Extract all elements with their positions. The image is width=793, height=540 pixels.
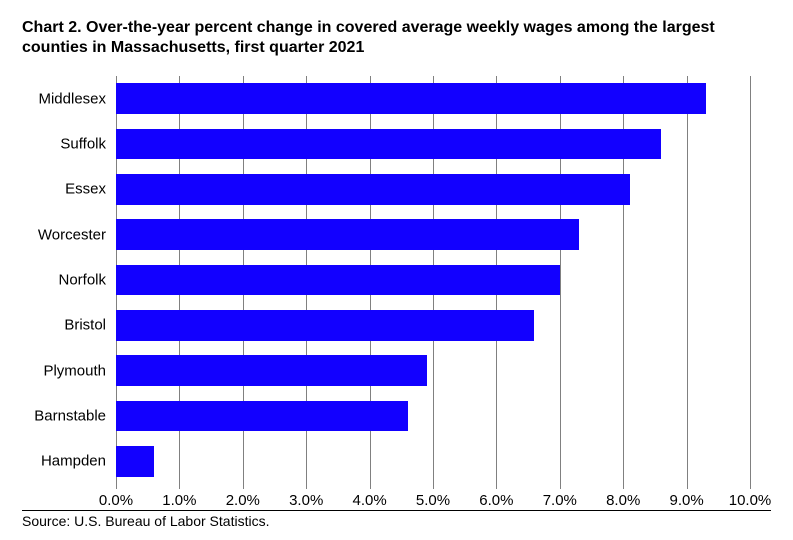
x-tick-mark (306, 484, 307, 489)
y-category-label: Plymouth (43, 362, 106, 379)
bar (116, 83, 706, 114)
top-border (22, 510, 771, 511)
x-tick-mark (433, 484, 434, 489)
x-tick-mark (687, 484, 688, 489)
x-tick-mark (179, 484, 180, 489)
x-tick-label: 2.0% (226, 492, 260, 509)
y-category-label: Worcester (38, 226, 106, 243)
x-tick-label: 8.0% (606, 492, 640, 509)
y-category-label: Barnstable (34, 408, 106, 425)
x-tick-label: 6.0% (479, 492, 513, 509)
bar (116, 401, 408, 432)
x-tick-mark (560, 484, 561, 489)
source-text: Source: U.S. Bureau of Labor Statistics. (22, 513, 269, 529)
x-tick-mark (116, 484, 117, 489)
bar (116, 265, 560, 296)
bar (116, 446, 154, 477)
bar (116, 355, 427, 386)
plot-area (116, 76, 750, 484)
chart-title: Chart 2. Over-the-year percent change in… (22, 18, 771, 58)
y-category-label: Essex (65, 181, 106, 198)
x-tick-label: 9.0% (669, 492, 703, 509)
y-category-label: Suffolk (60, 136, 106, 153)
x-tick-mark (750, 484, 751, 489)
y-category-label: Hampden (41, 453, 106, 470)
y-category-label: Bristol (64, 317, 106, 334)
x-tick-label: 10.0% (729, 492, 772, 509)
x-tick-label: 5.0% (416, 492, 450, 509)
bar (116, 219, 579, 250)
bar (116, 174, 630, 205)
bar (116, 310, 534, 341)
bar (116, 129, 661, 160)
gridline (687, 76, 688, 484)
x-tick-label: 4.0% (352, 492, 386, 509)
x-tick-label: 0.0% (99, 492, 133, 509)
x-tick-mark (370, 484, 371, 489)
x-tick-mark (496, 484, 497, 489)
y-category-label: Middlesex (38, 90, 106, 107)
x-tick-label: 7.0% (543, 492, 577, 509)
x-tick-mark (243, 484, 244, 489)
y-category-label: Norfolk (58, 272, 106, 289)
gridline (750, 76, 751, 484)
chart-container: Chart 2. Over-the-year percent change in… (0, 0, 793, 540)
x-tick-label: 3.0% (289, 492, 323, 509)
plot-wrap: 0.0%1.0%2.0%3.0%4.0%5.0%6.0%7.0%8.0%9.0%… (22, 72, 762, 492)
x-tick-label: 1.0% (162, 492, 196, 509)
x-tick-mark (623, 484, 624, 489)
